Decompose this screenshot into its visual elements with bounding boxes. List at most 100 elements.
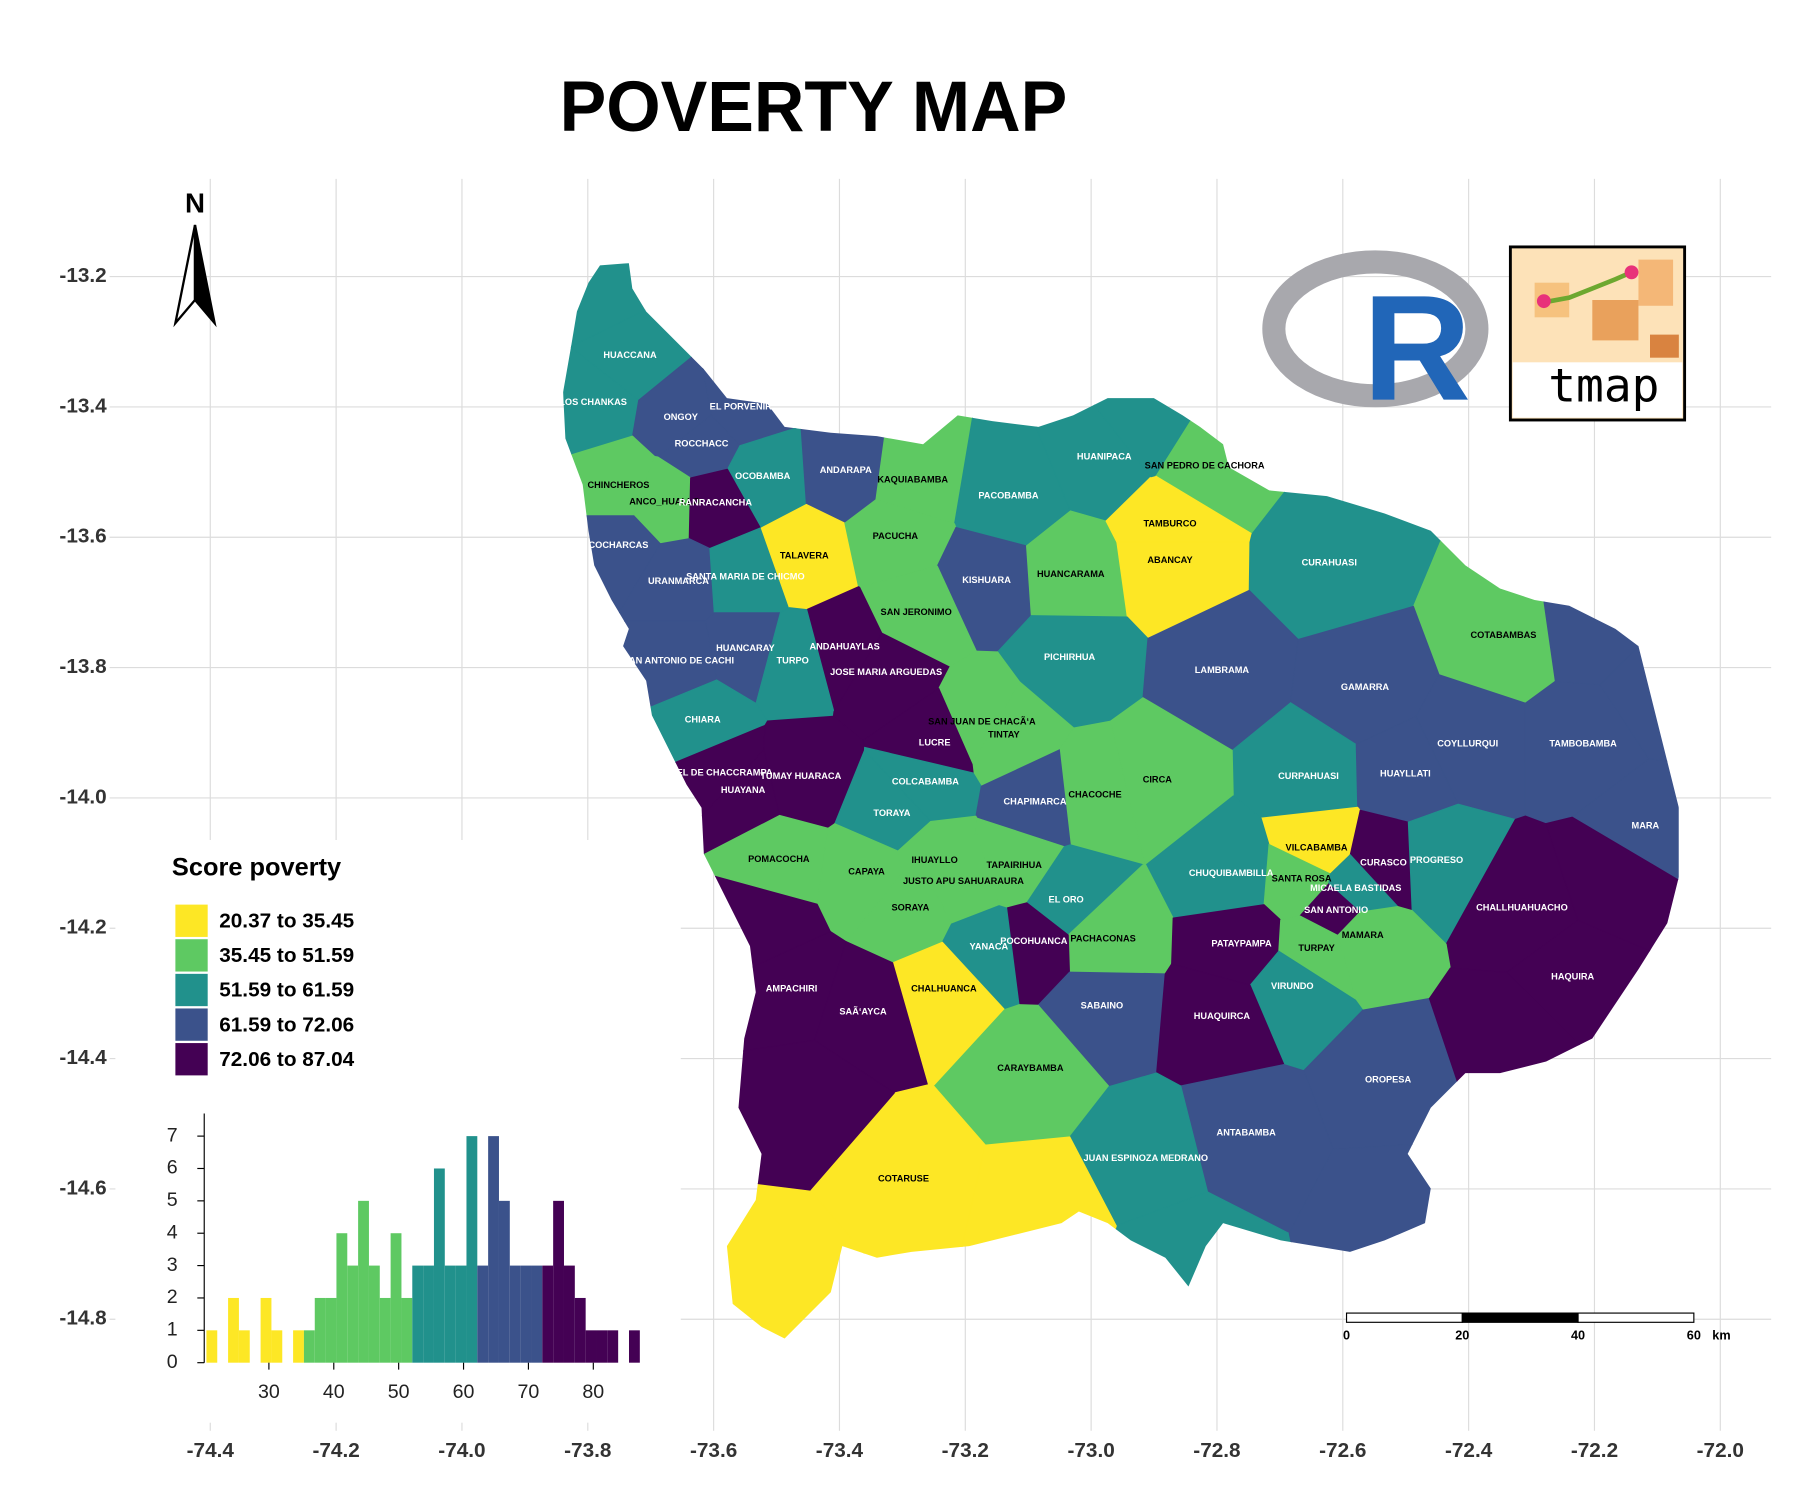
y-tick-label: -14.0	[59, 785, 106, 808]
x-tick-label: -74.0	[438, 1439, 485, 1462]
histogram-bar	[433, 1168, 445, 1363]
district-label: JOSE MARIA ARGUEDAS	[830, 667, 942, 677]
scale-label: 20	[1455, 1329, 1469, 1343]
histogram-bar	[206, 1330, 218, 1363]
district-label: ANDARAPA	[820, 465, 872, 475]
district	[699, 263, 918, 447]
district-label: ANDAHUAYLAS	[809, 642, 879, 652]
district-label: PROGRESO	[1410, 855, 1463, 865]
r-letter: R	[1363, 264, 1471, 432]
district-label: HUANCARAY	[716, 643, 775, 653]
x-tick-label: -73.0	[1067, 1439, 1114, 1462]
district	[1288, 1140, 1679, 1339]
legend-swatch	[175, 939, 208, 972]
r-logo: R	[1262, 250, 1489, 432]
north-label: N	[185, 188, 205, 219]
histogram-bar	[228, 1297, 239, 1363]
x-tick-label: 60	[453, 1381, 475, 1403]
district-label: KAQUIABAMBA	[877, 474, 948, 484]
district-label: ONGOY	[664, 412, 698, 422]
legend-swatch	[175, 973, 208, 1007]
district-label: EL PORVENIR	[710, 402, 773, 412]
y-tick-label: -13.2	[59, 264, 106, 287]
district-label: CHINCHEROS	[587, 480, 649, 490]
district-label: TAPAIRIHUA	[986, 860, 1042, 870]
district-label: CHAPIMARCA	[1004, 796, 1067, 806]
scale-bar: 0 20 40 60 km	[1343, 1312, 1731, 1343]
district-label: CHIARA	[685, 714, 721, 724]
district-label: SAN ANTONIO	[1304, 905, 1368, 915]
x-tick-label: -73.2	[942, 1439, 989, 1462]
x-tick-label: -73.4	[816, 1439, 864, 1462]
histogram-bar	[412, 1265, 424, 1363]
district-label: COYLLURQUI	[1437, 739, 1498, 749]
histogram-bar	[585, 1330, 597, 1363]
histogram-bar	[390, 1233, 402, 1363]
district-label: SANTA ROSA	[1272, 874, 1332, 884]
histogram-bar	[563, 1265, 575, 1363]
histogram-bar	[303, 1330, 315, 1363]
histogram-bar	[455, 1265, 467, 1363]
district-label: CURASCO	[1360, 858, 1407, 868]
district-label: HUAYLLATI	[1380, 769, 1431, 779]
legend-label: 72.06 to 87.04	[219, 1048, 354, 1071]
tmap-text-bg	[1512, 362, 1683, 418]
x-tick-label: -72.0	[1697, 1439, 1744, 1462]
district-label: EL DE CHACCRAMPA	[677, 768, 773, 778]
district-label: LUCRE	[919, 738, 951, 748]
district	[1545, 816, 1679, 986]
y-tick-label: 3	[167, 1254, 178, 1276]
legend-swatch	[175, 1043, 208, 1076]
legend-swatch	[175, 1008, 208, 1041]
legend: 20.37 to 35.45 35.45 to 51.59 51.59 to 61.…	[175, 904, 355, 1076]
y-tick-label: -14.4	[59, 1046, 107, 1069]
histogram-bar	[542, 1265, 554, 1363]
district-label: POCOHUANCA	[1000, 936, 1067, 946]
histogram-bar	[401, 1297, 413, 1363]
arrow-right	[193, 224, 217, 328]
district-label: JUAN ESPINOZA MEDRANO	[1083, 1153, 1208, 1163]
district-label: SAN PEDRO DE CACHORA	[1145, 461, 1265, 471]
histogram: 0 1 2 3 4 5 6 7 30 40 50 60 70 80	[167, 1113, 640, 1403]
scale-unit: km	[1712, 1329, 1730, 1343]
district-label: MARA	[1632, 821, 1660, 831]
district-label: TUMAY HUARACA	[760, 771, 841, 781]
histogram-bar	[596, 1330, 608, 1363]
legend-title: Score poverty	[172, 854, 341, 882]
scale-label: 0	[1343, 1329, 1350, 1343]
x-tick-label: -72.8	[1193, 1439, 1240, 1462]
histogram-bar	[271, 1330, 283, 1363]
district-label: OROPESA	[1365, 1074, 1411, 1084]
district-label: SABAINO	[1081, 1001, 1124, 1011]
x-tick-label: 70	[518, 1381, 540, 1403]
district-label: CURPAHUASI	[1278, 771, 1339, 781]
histogram-bar	[260, 1297, 272, 1363]
histogram-bar	[498, 1200, 510, 1363]
tmap-cell	[1592, 300, 1639, 341]
district-label: PACUCHA	[873, 531, 919, 541]
y-tick-label: -14.6	[59, 1176, 106, 1199]
district-label: PATAYPAMPA	[1211, 938, 1272, 948]
district-label: COLCABAMBA	[892, 777, 959, 787]
histogram-bar	[607, 1330, 619, 1363]
district-label: CIRCA	[1143, 774, 1173, 784]
title: POVERTY MAP	[560, 67, 1068, 147]
tmap-point	[1536, 294, 1551, 309]
district-label: LAMBRAMA	[1195, 665, 1250, 675]
x-tick-label: 50	[388, 1381, 410, 1403]
district-label: HUANIPACA	[1077, 451, 1132, 461]
tmap-cell	[1638, 259, 1674, 306]
y-tick-label: 4	[167, 1221, 178, 1243]
histogram-bar	[520, 1265, 532, 1363]
district-label: LOS CHANKAS	[559, 397, 627, 407]
y-tick-label: -14.8	[59, 1307, 106, 1330]
histogram-bar	[314, 1297, 326, 1363]
district-label: SANTA MARIA DE CHICMO	[686, 571, 804, 581]
district-label: ABANCAY	[1147, 555, 1192, 565]
district-label: SAN JERONIMO	[881, 607, 952, 617]
x-tick-label: -74.2	[312, 1439, 359, 1462]
district-label: SAN JUAN DE CHACÃ‘A	[928, 717, 1036, 727]
y-tick-label: 1	[167, 1319, 178, 1341]
scale-label: 60	[1687, 1329, 1701, 1343]
district-label: HUACCANA	[603, 350, 657, 360]
